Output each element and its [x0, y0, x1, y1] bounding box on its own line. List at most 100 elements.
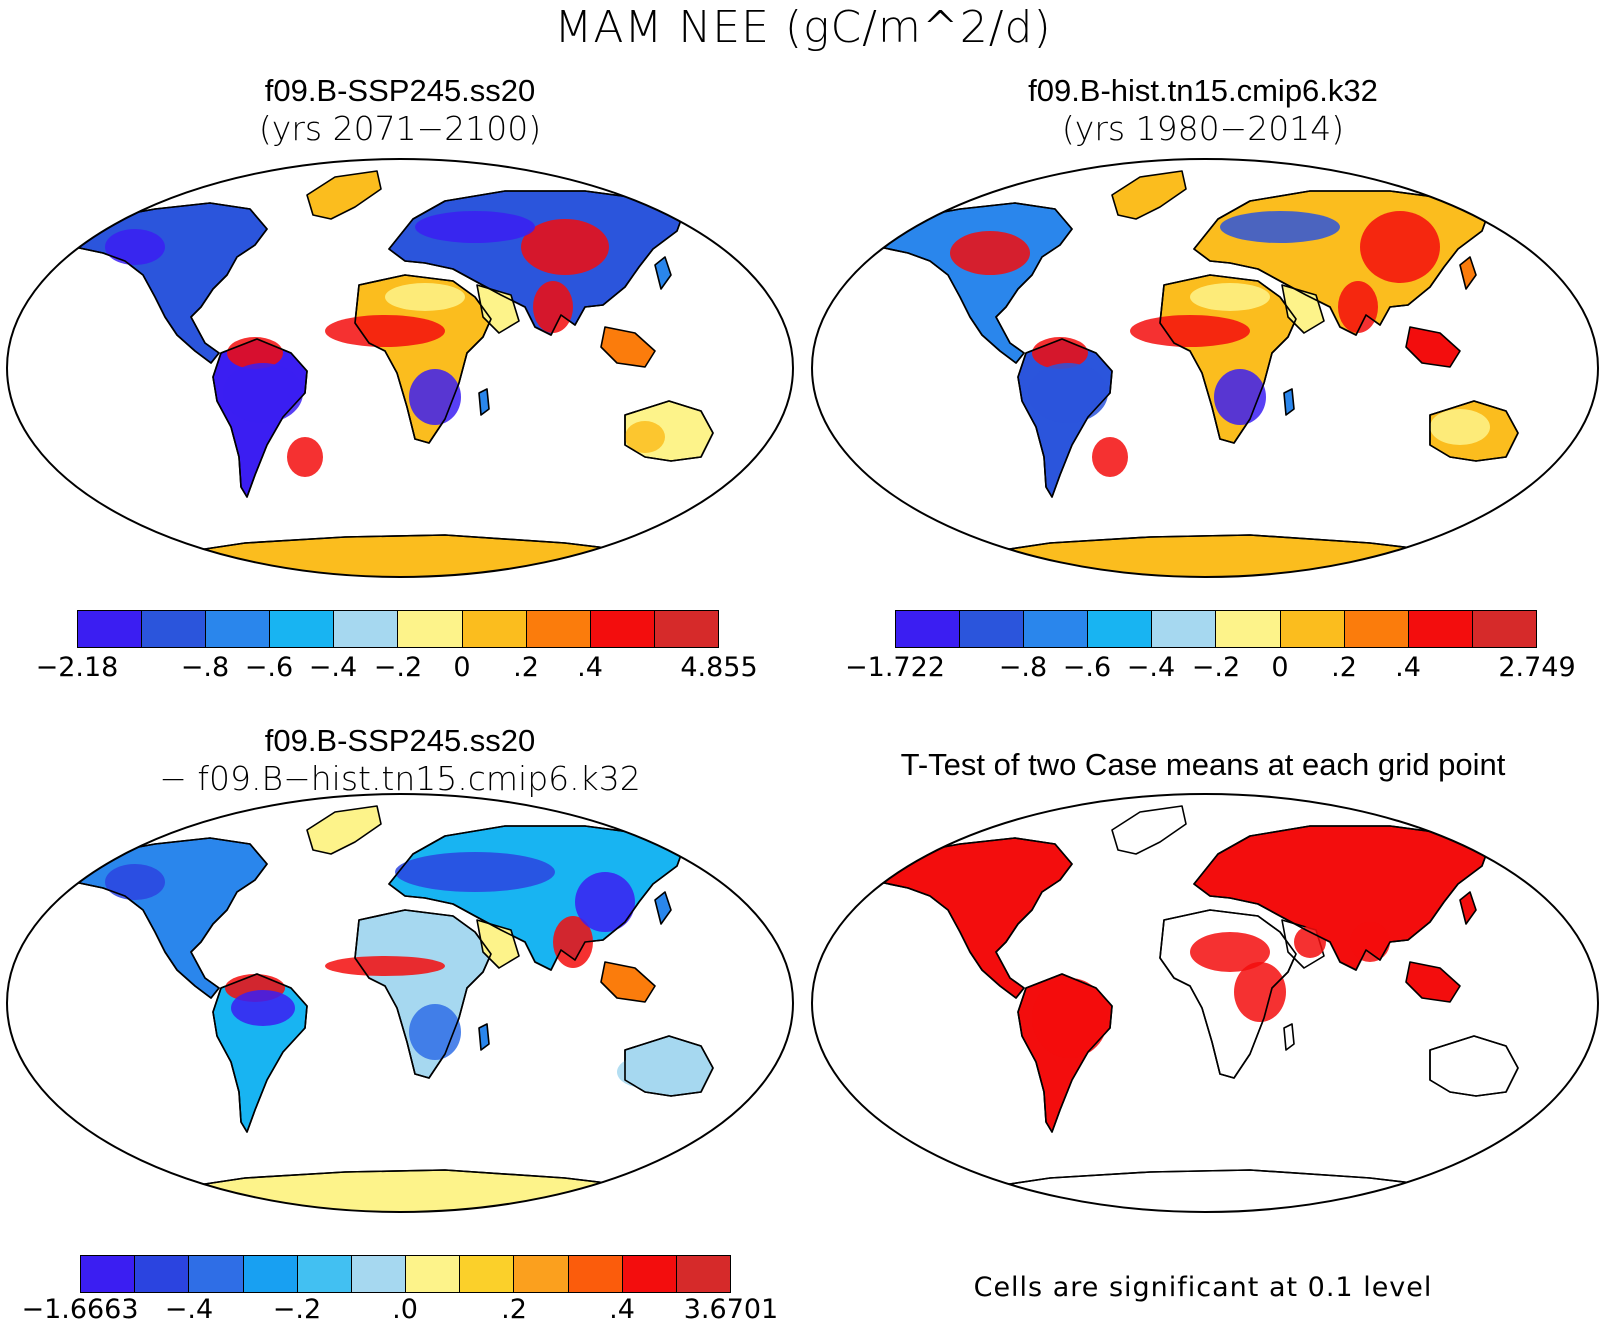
continent-arabia	[1281, 284, 1325, 334]
colorbar-swatch	[622, 1256, 677, 1292]
colorbar-diff	[80, 1255, 731, 1293]
field-patch	[223, 363, 303, 423]
colorbar-swatch	[206, 611, 271, 647]
coastline-antarctica	[124, 534, 706, 577]
colorbar-swatch	[1024, 611, 1089, 647]
panel-title-line1: f09.B-hist.tn15.cmip6.k32	[1028, 73, 1378, 108]
coastline-eurasia	[388, 825, 686, 971]
colorbar-swatch	[135, 1256, 190, 1292]
panel-title-line2: − f09.B−hist.tn15.cmip6.k32	[159, 759, 641, 798]
field-patch	[1234, 962, 1286, 1022]
map-diff	[6, 793, 794, 1213]
coastline-samerica	[212, 973, 308, 1133]
map-ttest	[811, 793, 1599, 1213]
colorbar-swatch	[398, 611, 463, 647]
map-land-group	[869, 805, 1519, 1212]
tick-label: −.2	[373, 652, 423, 683]
tick-label: −2.18	[35, 652, 119, 683]
continent-greenland	[1111, 805, 1187, 855]
colorbar-swatch	[1152, 611, 1217, 647]
continent-seasia	[1405, 326, 1461, 368]
panel-title-line2: (yrs 1980−2014)	[1061, 109, 1345, 148]
panel-title-ttest: T-Test of two Case means at each grid po…	[800, 746, 1606, 784]
field-patch	[1360, 211, 1440, 283]
field-patch	[105, 864, 165, 900]
colorbar-ticks-case1: −2.18 −.8 −.6 −.4 −.2 0 .2 .4 4.855	[36, 652, 758, 686]
colorbar-swatch	[1088, 611, 1153, 647]
colorbar-swatch	[1408, 611, 1473, 647]
tick-label: .4	[577, 652, 603, 683]
panel-title-line1: f09.B-SSP245.ss20	[264, 73, 536, 108]
field-patch	[325, 956, 445, 976]
colorbar-swatch	[462, 611, 527, 647]
coastline-namerica	[64, 202, 268, 364]
field-patch	[385, 283, 465, 311]
tick-label: −.4	[308, 652, 358, 683]
field-patch	[950, 231, 1030, 275]
continent-greenland	[306, 805, 382, 855]
colorbar-swatch	[960, 611, 1025, 647]
tick-label: .4	[609, 1294, 635, 1325]
coastline-antarctica	[929, 534, 1511, 577]
map-land-group	[64, 170, 714, 577]
map-case2	[811, 158, 1599, 578]
map-border	[6, 793, 794, 1213]
panel-title-line2: (yrs 2071−2100)	[258, 109, 542, 148]
field-patch	[1220, 211, 1340, 243]
tick-label: 0	[453, 652, 471, 683]
continent-japan	[1459, 256, 1477, 290]
coastline-eurasia	[1193, 825, 1491, 971]
field-patch	[231, 990, 295, 1026]
coastline-antarctica	[124, 1169, 706, 1212]
coastline-africa	[1159, 909, 1297, 1079]
coastline-samerica	[1017, 973, 1113, 1133]
field-patch	[385, 918, 465, 946]
field-patch	[395, 852, 555, 892]
colorbar-swatch	[406, 1256, 461, 1292]
map-border	[811, 793, 1599, 1213]
field-patch	[287, 437, 323, 477]
continent-seasia	[600, 961, 656, 1003]
colorbar-ticks-case2: −1.722 −.8 −.6 −.4 −.2 0 .2 .4 2.749	[845, 652, 1576, 686]
colorbar-swatch	[896, 611, 961, 647]
colorbar-swatch	[142, 611, 207, 647]
colorbar-swatch	[654, 611, 718, 647]
continent-madagascar	[1283, 1023, 1295, 1051]
tick-label: −.6	[1062, 652, 1112, 683]
continent-greenland	[306, 170, 382, 220]
coastline-australia	[1429, 1035, 1519, 1097]
field-patch	[1032, 978, 1108, 1058]
field-patch	[325, 315, 445, 347]
tick-label: 0	[1271, 652, 1289, 683]
tick-label: −1.6663	[21, 1294, 139, 1325]
colorbar-swatch	[81, 1256, 136, 1292]
tick-label: .2	[501, 1294, 527, 1325]
tick-label: −1.722	[845, 652, 945, 683]
colorbar-swatch	[1472, 611, 1536, 647]
tick-label: 3.6701	[683, 1294, 779, 1325]
continent-seasia	[600, 326, 656, 368]
field-patch	[1190, 283, 1270, 311]
continent-arabia	[476, 284, 520, 334]
field-patch	[575, 872, 635, 932]
tick-label: −.8	[998, 652, 1048, 683]
map-border	[6, 158, 794, 578]
panel-title-case2: f09.B-hist.tn15.cmip6.k32 (yrs 1980−2014…	[800, 72, 1606, 148]
continent-japan	[1459, 891, 1477, 925]
continent-seasia	[1405, 961, 1461, 1003]
continent-madagascar	[1283, 388, 1295, 416]
coastline-africa	[354, 274, 492, 444]
colorbar-swatch	[1280, 611, 1345, 647]
tick-label: −.4	[1126, 652, 1176, 683]
colorbar-case2	[895, 610, 1537, 648]
field-patch	[1190, 932, 1270, 972]
continent-arabia	[476, 919, 520, 969]
coastline-africa	[354, 909, 492, 1079]
coastline-namerica	[869, 202, 1073, 364]
field-patch	[1294, 926, 1326, 958]
field-patch	[521, 219, 609, 275]
tick-label: .2	[1331, 652, 1357, 683]
tick-label: −.4	[164, 1294, 214, 1325]
coastline-samerica	[1017, 338, 1113, 498]
field-patch	[415, 211, 535, 243]
